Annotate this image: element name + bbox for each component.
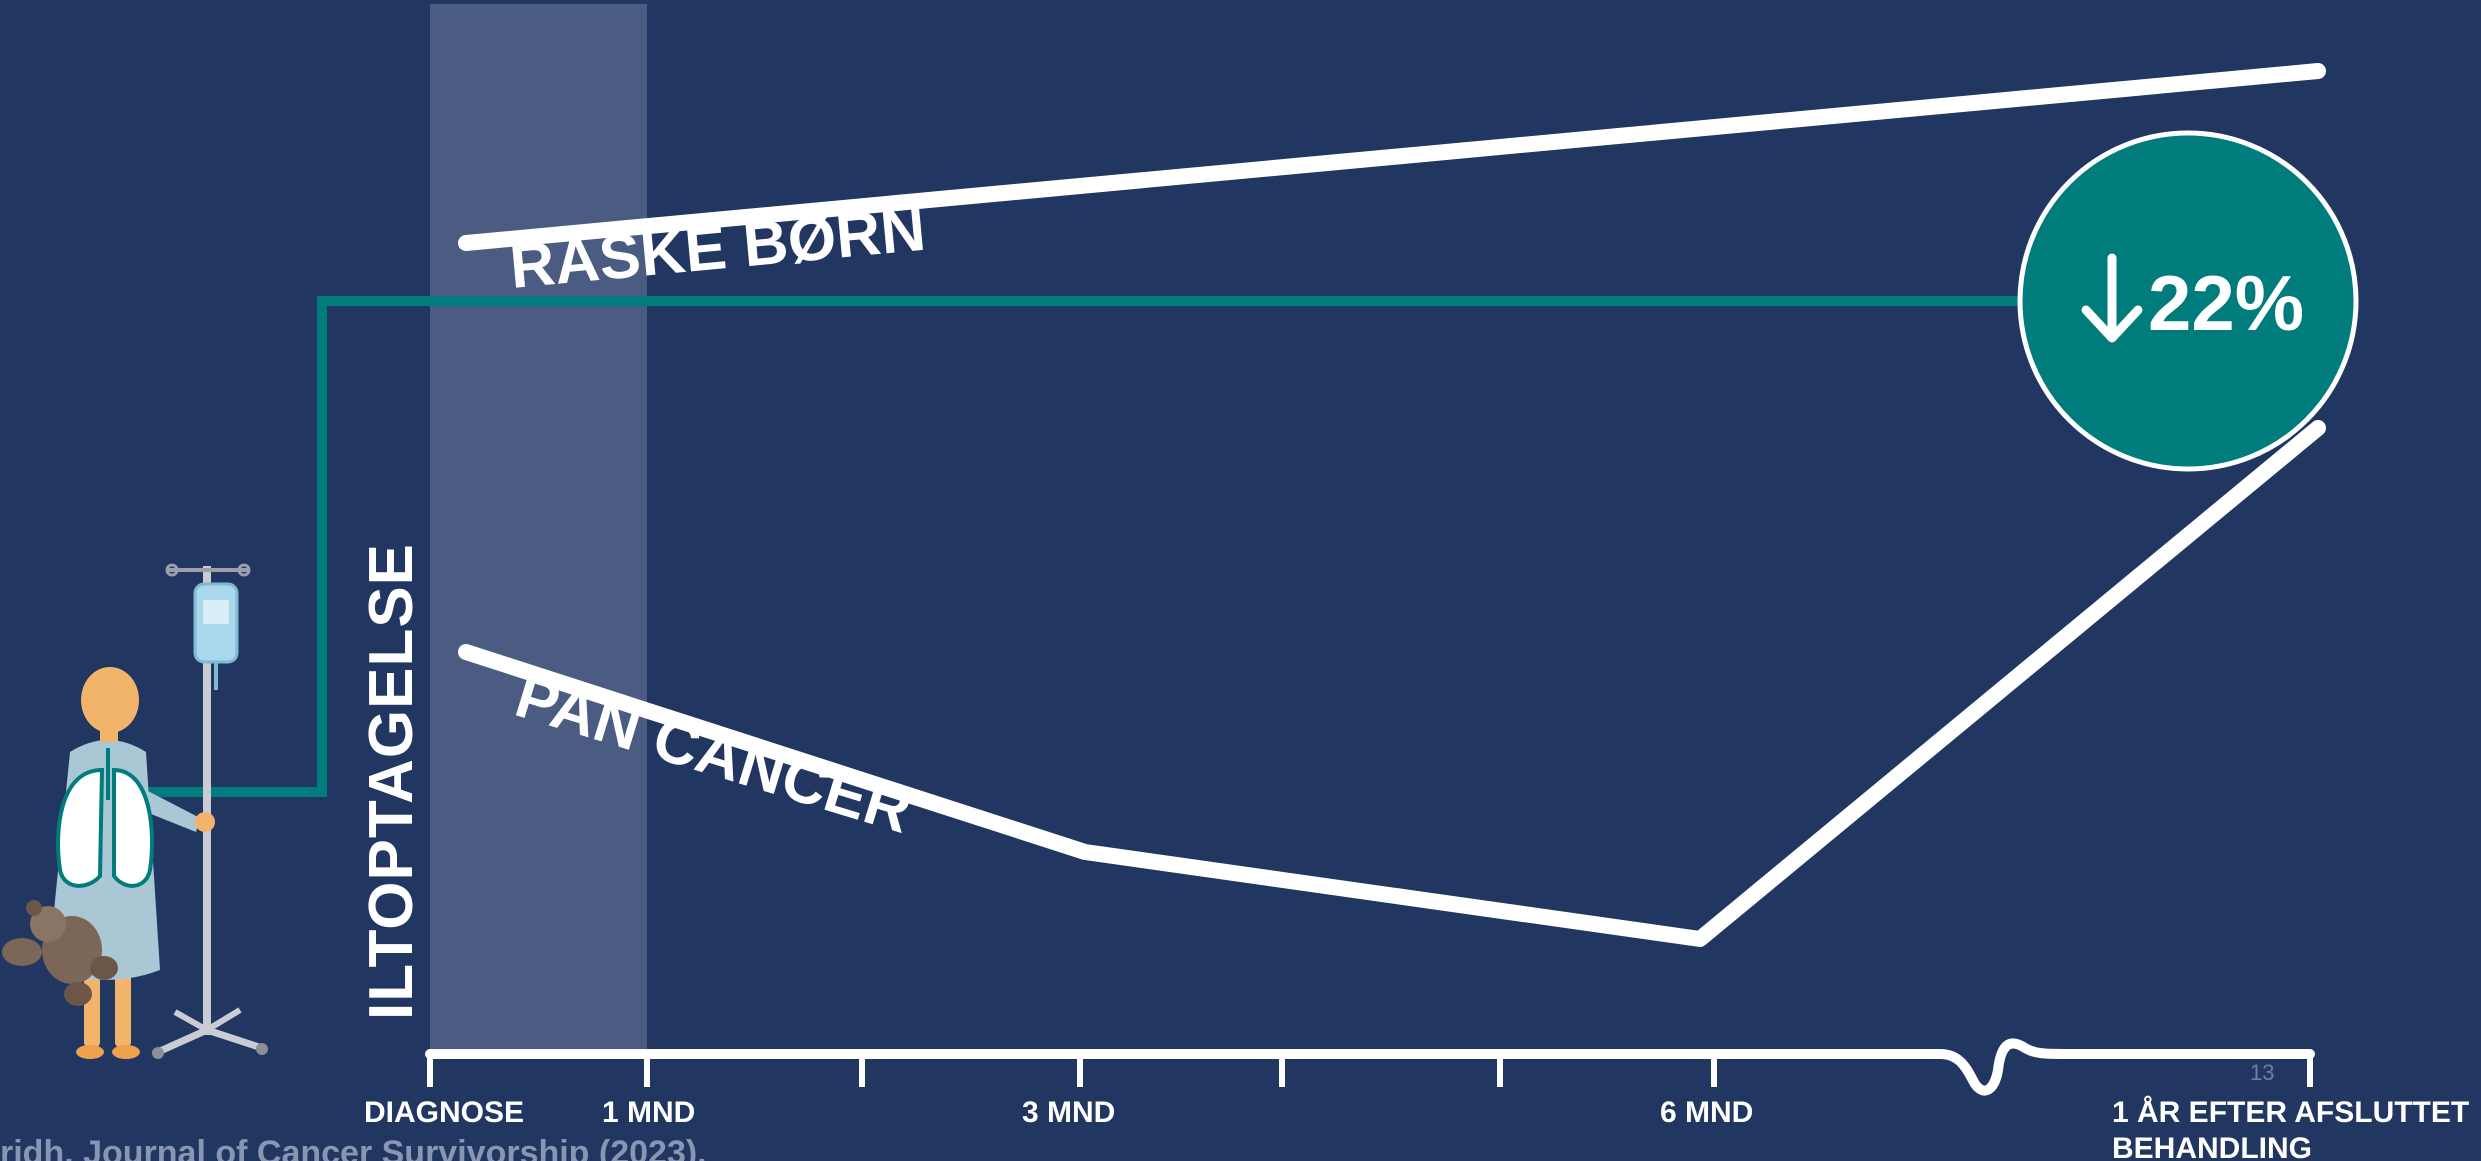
x-tick-label: 1 MND bbox=[602, 1096, 695, 1129]
badge-circle bbox=[2017, 130, 2359, 472]
teal-connector-line bbox=[148, 296, 2030, 797]
down-arrow-icon bbox=[2081, 253, 2143, 343]
x-tick-label-line-2: BEHANDLING bbox=[2112, 1132, 2312, 1161]
x-tick-label: 3 MND bbox=[1022, 1096, 1115, 1129]
child-patient-illustration bbox=[2, 563, 268, 1059]
citation-text: ridh. Journal of Cancer Survivorship (20… bbox=[0, 1134, 707, 1161]
y-axis-label: ILTOPTAGELSE bbox=[357, 543, 426, 1020]
diagnosis-period-band bbox=[430, 4, 647, 1058]
x-tick-label: DIAGNOSE bbox=[364, 1096, 524, 1129]
reduction-badge: 22% bbox=[2017, 130, 2359, 472]
x-axis-line bbox=[425, 1038, 2315, 1096]
lungs-icon bbox=[56, 748, 154, 888]
iv-stand-illustration bbox=[152, 563, 268, 1059]
x-tick-label-line-1: 1 ÅR EFTER AFSLUTTET bbox=[2112, 1096, 2469, 1129]
teddy-bear-icon bbox=[2, 900, 118, 1006]
series-line-healthy-children bbox=[458, 63, 2326, 251]
x-tick-label: 1 ÅR EFTER AFSLUTTET BEHANDLING bbox=[2112, 1096, 2478, 1161]
series-line-pan-cancer bbox=[458, 420, 2326, 947]
page-number: 13 bbox=[2250, 1060, 2274, 1085]
badge-value: 22% bbox=[2148, 259, 2304, 347]
x-tick-label: 6 MND bbox=[1660, 1096, 1753, 1129]
